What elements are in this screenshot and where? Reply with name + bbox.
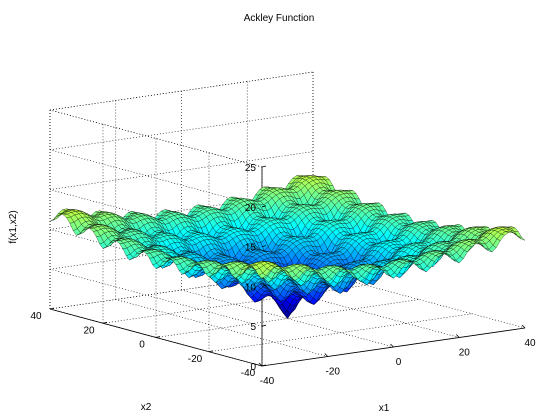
z-tick-mark <box>261 205 267 208</box>
x-tick-label: 20 <box>459 348 471 359</box>
grid-line <box>115 299 328 357</box>
y-tick-mark <box>102 321 108 324</box>
y-tick-mark <box>208 350 214 353</box>
z-tick-label: 25 <box>245 163 257 174</box>
y-tick-label: -40 <box>241 368 256 379</box>
z-tick-mark <box>261 324 267 327</box>
grid-line <box>49 151 314 190</box>
z-tick-label: 5 <box>250 322 256 333</box>
z-tick-mark <box>261 245 267 247</box>
z-tick-mark <box>261 165 267 168</box>
x-axis-label: x1 <box>379 403 390 414</box>
z-tick-mark <box>261 364 267 367</box>
surface-patch <box>258 272 267 279</box>
grid-line <box>312 270 526 329</box>
y-tick-mark <box>49 307 55 310</box>
x-tick-label: 40 <box>524 338 536 349</box>
x-tick-mark <box>324 353 329 357</box>
x-tick-label: 0 <box>396 357 402 368</box>
z-axis-label: f(x1,x2) <box>8 210 19 243</box>
chart-title: Ackley Function <box>244 13 315 24</box>
tick-labels: -40 -20 0 20 40 -40 -20 0 20 40 0 5 10 15 20 25 <box>30 163 536 387</box>
grid-line <box>49 191 314 230</box>
z-tick-label: 15 <box>245 243 257 254</box>
grid-line <box>247 280 460 338</box>
grid-line <box>102 284 367 324</box>
x-tick-label: -20 <box>326 367 341 378</box>
z-tick-label: 10 <box>245 282 257 293</box>
y-tick-label: 0 <box>139 340 145 351</box>
grid-line <box>181 289 394 348</box>
box-edge <box>49 109 263 168</box>
z-tick-label: 20 <box>245 203 257 214</box>
surface-mesh <box>49 175 526 319</box>
y-tick-label: 20 <box>83 325 95 336</box>
box-edge <box>49 71 314 111</box>
z-tick-mark <box>261 285 267 287</box>
y-axis-label: x2 <box>141 402 152 413</box>
x-tick-mark <box>258 362 263 367</box>
grid-line <box>49 268 263 327</box>
y-tick-label: 40 <box>30 311 42 322</box>
y-tick-label: -20 <box>188 354 203 365</box>
grid-line <box>49 149 263 208</box>
z-tick-label: 0 <box>250 362 256 373</box>
y-tick-mark <box>155 336 161 338</box>
x-tick-mark <box>455 334 460 338</box>
x-tick-mark <box>390 343 394 348</box>
x-tick-label: -40 <box>260 376 275 387</box>
x-tick-mark <box>521 324 526 329</box>
